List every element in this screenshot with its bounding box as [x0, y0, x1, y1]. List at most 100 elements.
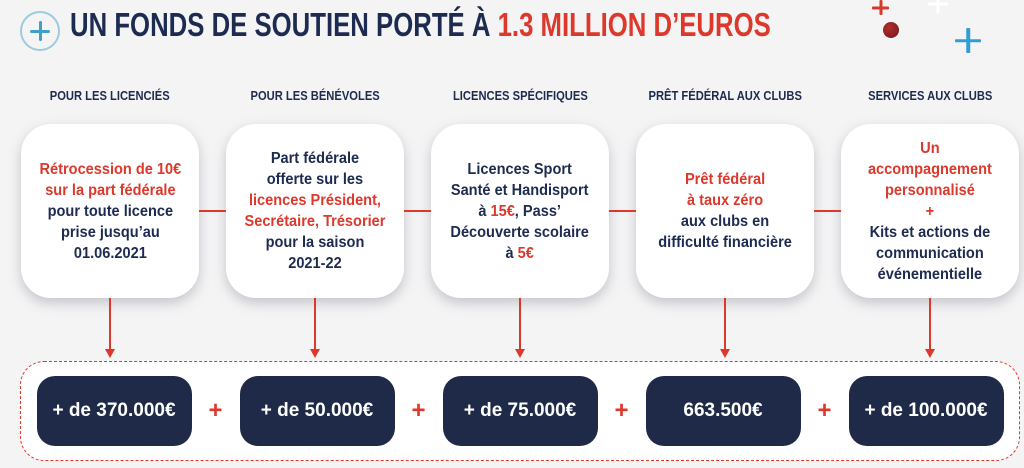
card-text-segment: licences Président,	[248, 192, 382, 209]
card-text-segment: 2021-22	[288, 255, 342, 272]
fund-column: PRÊT FÉDÉRAL AUX CLUBS Prêt fédéral à tau…	[636, 88, 814, 358]
column-header: POUR LES LICENCIÉS	[50, 88, 170, 103]
connector-line	[404, 210, 431, 212]
card-line: pour la saison	[245, 232, 386, 253]
down-arrow	[226, 298, 404, 358]
card-line: accompagnement	[868, 159, 992, 180]
fund-column: POUR LES BÉNÉVOLES Part fédérale offerte …	[226, 88, 404, 358]
card-text-segment: pour la saison	[265, 234, 365, 251]
down-arrow-line	[929, 298, 931, 349]
card-text-segment: pour toute licence	[47, 202, 173, 220]
connector-line	[814, 210, 841, 212]
column-header-wrap: POUR LES LICENCIÉS	[21, 88, 199, 110]
card-text: Un accompagnement personnalisé + Kits et act…	[868, 138, 992, 285]
card-text-segment: difficulté financière	[658, 234, 792, 251]
card-text-segment: Kits et actions de	[869, 223, 991, 241]
column-header-wrap: LICENCES SPÉCIFIQUES	[431, 88, 609, 110]
down-arrow-line	[724, 298, 726, 349]
card-text-segment: Découverte scolaire	[450, 223, 590, 241]
card-text-segment: +	[925, 202, 935, 220]
info-card: Part fédérale offerte sur les licences Pré…	[226, 124, 404, 298]
down-arrow-line	[519, 298, 521, 349]
down-arrow-line	[314, 298, 316, 349]
plus-separator: +	[208, 397, 223, 424]
column-header-wrap: POUR LES BÉNÉVOLES	[226, 88, 404, 110]
down-arrow	[841, 298, 1019, 358]
card-text-segment: , Pass’	[515, 202, 562, 220]
white-plus-icon	[928, 0, 948, 13]
total-pill: + de 370.000€	[36, 376, 192, 446]
card-text-segment: Santé et Handisport	[451, 181, 589, 199]
card-line: Licences Sport	[451, 159, 589, 180]
total-pill: + de 100.000€	[848, 376, 1004, 446]
down-arrow-line	[109, 298, 111, 349]
column-header: PRÊT FÉDÉRAL AUX CLUBS	[648, 88, 802, 103]
connector-line	[199, 210, 226, 212]
card-text-segment: Secrétaire, Trésorier	[244, 213, 386, 230]
card-text-segment: Prêt fédéral	[684, 171, 766, 188]
card-text-segment: Licences Sport	[467, 160, 573, 178]
card-line: Part fédérale	[245, 148, 386, 169]
card-line: Kits et actions de	[868, 222, 992, 243]
down-arrow-head	[310, 349, 320, 358]
card-text-segment: Un	[920, 139, 940, 157]
card-line: prise jusqu’au	[39, 222, 181, 243]
down-arrow-head	[720, 349, 730, 358]
card-line: 01.06.2021	[39, 243, 181, 264]
plus-separator: +	[817, 397, 832, 424]
card-line: à taux zéro	[658, 190, 792, 211]
page-title-highlight: 1.3 MILLION D’EUROS	[497, 6, 771, 43]
card-line: +	[868, 201, 992, 222]
card-line: Rétrocession de 10€	[39, 159, 181, 180]
circle-plus-icon-bar	[38, 21, 42, 41]
down-arrow-head	[105, 349, 115, 358]
connector-line	[609, 210, 636, 212]
card-line: difficulté financière	[658, 232, 792, 253]
fund-column: LICENCES SPÉCIFIQUES Licences Sport Santé…	[431, 88, 609, 358]
card-line: Secrétaire, Trésorier	[245, 211, 386, 232]
info-card: Rétrocession de 10€ sur la part fédérale p…	[21, 124, 199, 298]
card-text-segment: prise jusqu’au	[60, 223, 160, 241]
down-arrow	[21, 298, 199, 358]
plus-separator: +	[614, 397, 629, 424]
card-text-segment: à	[505, 244, 518, 262]
plus-separator: +	[411, 397, 426, 424]
down-arrow-head	[925, 349, 935, 358]
column-header: POUR LES BÉNÉVOLES	[250, 88, 380, 103]
column-header: LICENCES SPÉCIFIQUES	[452, 88, 588, 103]
dark-red-dot	[883, 22, 899, 38]
card-line: Découverte scolaire	[451, 222, 589, 243]
card-text-segment: 15€	[490, 202, 516, 220]
card-text-segment: aux clubs en	[680, 213, 770, 230]
card-line: Prêt fédéral	[658, 169, 792, 190]
card-line: à 5€	[451, 243, 589, 264]
red-plus-icon	[872, 0, 889, 15]
totals-bar: + de 370.000€ + + de 50.000€ + + de 75.000€ +…	[20, 361, 1020, 461]
card-text: Prêt fédéral à taux zéro aux clubs en diffi…	[658, 169, 792, 253]
card-text-segment: à	[478, 202, 491, 220]
card-line: personnalisé	[868, 180, 992, 201]
down-arrow	[636, 298, 814, 358]
total-pill: + de 50.000€	[239, 376, 395, 446]
column-header: SERVICES AUX CLUBS	[867, 88, 993, 103]
card-text: Licences Sport Santé et Handisport à 15€, …	[451, 159, 589, 264]
fund-column: SERVICES AUX CLUBS Un accompagnement perso…	[841, 88, 1019, 358]
info-card: Prêt fédéral à taux zéro aux clubs en diffi…	[636, 124, 814, 298]
info-card: Licences Sport Santé et Handisport à 15€, …	[431, 124, 609, 298]
total-pill: + de 75.000€	[442, 376, 598, 446]
circle-plus-icon	[20, 11, 60, 51]
card-line: à 15€, Pass’	[451, 201, 589, 222]
card-line: licences Président,	[245, 190, 386, 211]
card-line: 2021-22	[245, 253, 386, 274]
page-title: UN FONDS DE SOUTIEN PORTÉ À 1.3 MILLION …	[70, 6, 771, 44]
card-text-segment: 01.06.2021	[73, 244, 147, 262]
card-text-segment: offerte sur les	[266, 171, 364, 188]
card-text-segment: personnalisé	[885, 181, 975, 199]
card-text-segment: Rétrocession de 10€	[39, 160, 181, 178]
column-header-wrap: SERVICES AUX CLUBS	[841, 88, 1019, 110]
card-text-segment: sur la part fédérale	[44, 181, 176, 199]
card-text-segment: communication	[876, 244, 984, 262]
card-line: Un	[868, 138, 992, 159]
column-header-wrap: PRÊT FÉDÉRAL AUX CLUBS	[636, 88, 814, 110]
card-line: aux clubs en	[658, 211, 792, 232]
